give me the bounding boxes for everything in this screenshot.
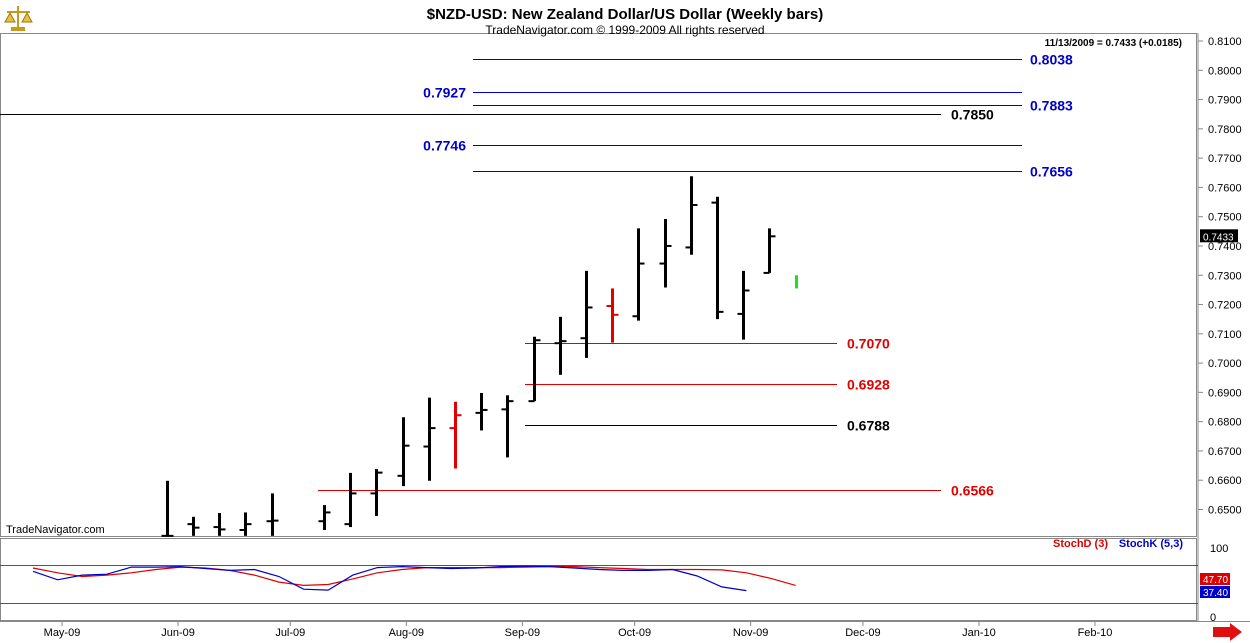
level-label: 0.7746 bbox=[423, 138, 466, 154]
y-tick-label: 0.6600 bbox=[1208, 475, 1242, 487]
stoch-panel-frame bbox=[0, 538, 1197, 621]
y-tick-label: 0.7400 bbox=[1208, 241, 1242, 253]
x-tick-label: Oct-09 bbox=[618, 627, 651, 639]
y-tick-label: 0.6800 bbox=[1208, 417, 1242, 429]
stochK-line bbox=[32, 565, 747, 592]
y-tick-label: 0.7500 bbox=[1208, 212, 1242, 224]
stoch-y-tick-label: 0 bbox=[1210, 612, 1216, 624]
level-label: 0.7850 bbox=[951, 107, 994, 123]
level-label: 0.7883 bbox=[1030, 98, 1073, 114]
last-info: 11/13/2009 = 0.7433 (+0.0185) bbox=[1045, 38, 1182, 49]
level-label: 0.6928 bbox=[847, 377, 890, 393]
ohlc-bar bbox=[344, 472, 357, 528]
y-tick-label: 0.7000 bbox=[1208, 358, 1242, 370]
y-tick-label: 0.6700 bbox=[1208, 446, 1242, 458]
y-tick-label: 0.7200 bbox=[1208, 300, 1242, 312]
x-tick-label: May-09 bbox=[44, 627, 81, 639]
x-tick-label: Feb-10 bbox=[1078, 627, 1113, 639]
ohlc-bar bbox=[397, 417, 410, 487]
ohlc-bar bbox=[187, 516, 200, 536]
y-tick-label: 0.8000 bbox=[1208, 65, 1242, 77]
y-tick-label: 0.7100 bbox=[1208, 329, 1242, 341]
y-tick-label: 0.7600 bbox=[1208, 182, 1242, 194]
level-label: 0.7656 bbox=[1030, 164, 1073, 180]
ohlc-bar bbox=[370, 469, 383, 516]
ohlc-bar bbox=[318, 505, 331, 530]
ohlc-bar bbox=[161, 480, 174, 537]
x-tick-label: Aug-09 bbox=[389, 627, 424, 639]
ohlc-bar bbox=[554, 316, 567, 375]
y-tick-label: 0.7900 bbox=[1208, 95, 1242, 107]
y-tick-label: 0.7300 bbox=[1208, 270, 1242, 282]
x-tick-label: Sep-09 bbox=[505, 627, 540, 639]
ohlc-bar bbox=[213, 513, 226, 536]
chart-subtitle: TradeNavigator.com © 1999-2009 All right… bbox=[485, 23, 764, 37]
last-price-label: 0.7433 bbox=[1203, 232, 1234, 243]
x-tick-label: Jun-09 bbox=[161, 627, 195, 639]
x-tick-label: Jul-09 bbox=[275, 627, 305, 639]
y-tick-label: 0.6900 bbox=[1208, 387, 1242, 399]
stoch-value-box bbox=[1200, 586, 1230, 598]
y-tick-label: 0.8100 bbox=[1208, 36, 1242, 48]
ohlc-bar bbox=[659, 219, 672, 288]
x-tick-label: Dec-09 bbox=[845, 627, 880, 639]
legend-stochD: StochD (3) bbox=[1053, 538, 1108, 550]
stoch-value-label: 47.70 bbox=[1203, 575, 1228, 586]
level-label: 0.7927 bbox=[423, 85, 466, 101]
ohlc-bar bbox=[606, 288, 619, 343]
stoch-value-label: 37.40 bbox=[1203, 588, 1228, 599]
level-label: 0.6566 bbox=[951, 483, 994, 499]
level-label: 0.8038 bbox=[1030, 52, 1073, 68]
ohlc-bar bbox=[580, 270, 593, 358]
ohlc-bar bbox=[711, 196, 724, 320]
ohlc-bar bbox=[423, 397, 436, 481]
y-tick-label: 0.7700 bbox=[1208, 153, 1242, 165]
y-tick-label: 0.6500 bbox=[1208, 505, 1242, 517]
ohlc-bar bbox=[685, 176, 698, 255]
stoch-y-tick-label: 100 bbox=[1210, 543, 1228, 555]
x-tick-label: Jan-10 bbox=[962, 627, 996, 639]
price-panel-frame bbox=[0, 33, 1197, 537]
level-label: 0.7070 bbox=[847, 336, 890, 352]
level-label: 0.6788 bbox=[847, 418, 890, 434]
ohlc-bar bbox=[475, 392, 488, 431]
ohlc-bar bbox=[266, 493, 279, 536]
ohlc-bar bbox=[449, 401, 462, 469]
watermark: TradeNavigator.com bbox=[6, 524, 105, 536]
ohlc-bar bbox=[632, 228, 645, 321]
ohlc-bar bbox=[528, 336, 541, 403]
ohlc-bar bbox=[737, 270, 750, 340]
stoch-value-box bbox=[1200, 573, 1230, 585]
last-price-box bbox=[1200, 229, 1238, 243]
x-tick-label: Nov-09 bbox=[733, 627, 768, 639]
ohlc-bar bbox=[239, 512, 252, 536]
y-tick-label: 0.7800 bbox=[1208, 124, 1242, 136]
scales-logo-icon bbox=[4, 6, 33, 31]
chart-title: $NZD-USD: New Zealand Dollar/US Dollar (… bbox=[427, 6, 823, 23]
ohlc-bar bbox=[763, 228, 776, 274]
ohlc-bar bbox=[501, 395, 514, 458]
legend-stochK: StochK (5,3) bbox=[1119, 538, 1184, 550]
scroll-right-arrow-icon[interactable] bbox=[1213, 623, 1242, 641]
